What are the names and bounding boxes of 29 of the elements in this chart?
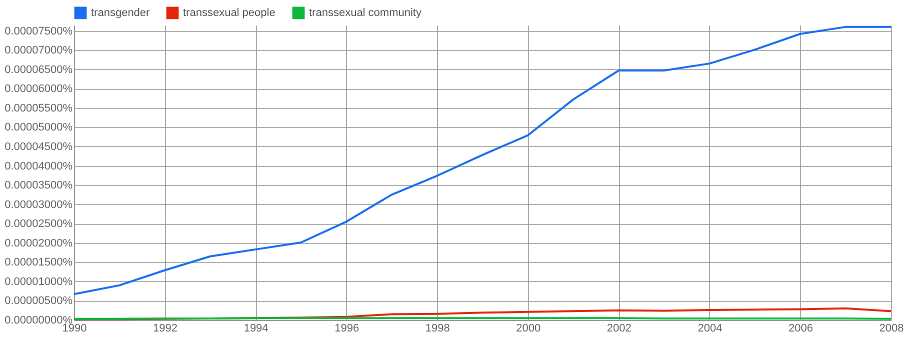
- y-tick-label: 0.00006000%: [4, 83, 73, 96]
- x-tick-label: 1992: [153, 322, 178, 334]
- x-tick-label: 1994: [244, 322, 268, 334]
- x-tick-label: 2000: [516, 322, 541, 334]
- y-tick-label: 0.00007500%: [4, 25, 73, 38]
- y-tick-label: 0.00007000%: [4, 44, 73, 57]
- x-tick-label: 1998: [425, 322, 450, 334]
- y-tick-label: 0.00003500%: [4, 180, 73, 192]
- legend-label: transgender: [91, 6, 150, 19]
- y-tick-label: 0.00002500%: [4, 218, 73, 230]
- y-tick-label: 0.00003000%: [4, 198, 73, 211]
- y-tick-label: 0.00002000%: [4, 237, 73, 250]
- legend-label: transsexual community: [309, 6, 422, 19]
- y-tick-label: 0.00005500%: [4, 102, 73, 114]
- y-tick-label: 0.00001000%: [4, 276, 73, 288]
- x-tick-label: 2008: [879, 322, 904, 334]
- y-tick-label: 0.00000500%: [4, 295, 73, 308]
- legend-label: transsexual people: [183, 6, 276, 19]
- y-tick-label: 0.00005000%: [4, 122, 73, 134]
- y-tick-label: 0.00001500%: [4, 256, 73, 269]
- x-tick-label: 2004: [698, 322, 722, 334]
- y-tick-label: 0.00004000%: [4, 160, 73, 172]
- line-series: [73, 26, 892, 296]
- x-tick-label: 1996: [334, 322, 360, 334]
- x-tick-label: 2006: [788, 322, 813, 334]
- x-tick-label: 1990: [62, 322, 87, 334]
- x-tick-label: 2002: [606, 322, 632, 334]
- y-tick-label: 0.00006500%: [4, 64, 73, 76]
- y-tick-label: 0.00004500%: [4, 140, 73, 153]
